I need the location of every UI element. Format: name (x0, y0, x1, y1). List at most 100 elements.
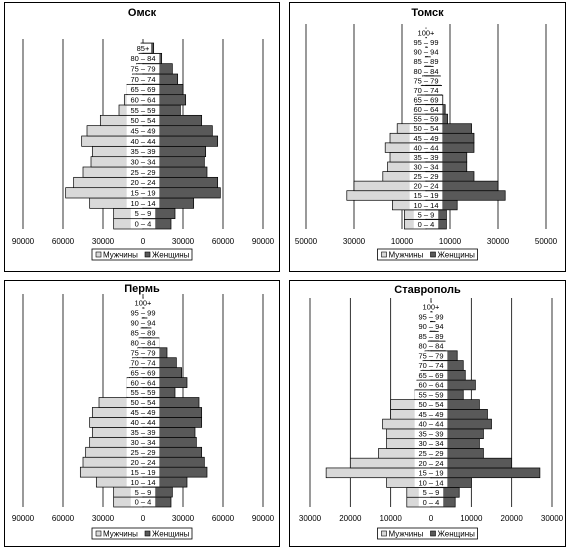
x-tick-label: 30000 (92, 514, 115, 523)
category-label: 50 – 54 (130, 116, 155, 125)
category-label-bg (126, 338, 160, 348)
category-label-bg (414, 409, 448, 419)
category-label-bg (126, 427, 160, 437)
x-tick-label: 10000 (460, 514, 483, 523)
category-label: 60 – 64 (418, 381, 443, 390)
category-label-bg (414, 351, 448, 360)
category-label: 75 – 79 (130, 348, 155, 357)
category-label-bg (126, 467, 160, 477)
chart-title: Томск (411, 7, 444, 19)
panel-perm: Пермь 90000 60000 30000 0 30000 60000 90000 0 – … (4, 280, 280, 547)
x-tick-label: 10000 (391, 237, 414, 246)
category-label-bg (126, 74, 160, 84)
category-label-bg (413, 220, 439, 229)
category-label-bg (409, 76, 443, 85)
category-label-bg (409, 95, 443, 104)
x-tick-label: 90000 (12, 514, 35, 523)
category-label-bg (126, 378, 160, 387)
category-label: 85+ (137, 44, 150, 53)
category-label: 80 – 84 (130, 54, 155, 63)
category-label: 10 – 14 (130, 478, 155, 487)
category-label: 30 – 34 (130, 158, 155, 167)
x-tick-label: 20000 (501, 514, 524, 523)
legend-box (377, 248, 478, 261)
legend-swatch-male (381, 251, 387, 258)
category-label: 15 – 19 (130, 189, 155, 198)
category-label: 0 – 4 (135, 498, 152, 507)
category-label: 0 – 4 (135, 220, 152, 229)
category-label: 75 – 79 (130, 65, 155, 74)
category-label: 0 – 4 (423, 498, 440, 507)
category-label-bg (414, 361, 448, 370)
legend-label-female: Женщины (438, 530, 476, 539)
category-label-bg (414, 449, 448, 458)
category-label-bg (414, 468, 448, 478)
x-tick-label: 60000 (212, 237, 235, 246)
category-label-bg (130, 497, 156, 507)
category-label-bg (414, 458, 448, 468)
category-label: 5 – 9 (423, 488, 440, 497)
category-label-bg (126, 136, 160, 146)
x-tick-label: 30000 (487, 237, 510, 246)
legend: Мужчины Женщины (377, 527, 478, 540)
category-label-bg (414, 478, 448, 487)
legend-swatch-female (144, 251, 151, 258)
category-label-bg (414, 390, 448, 400)
category-label-bg (130, 487, 156, 497)
category-label-bg (409, 38, 443, 47)
category-label: 85 – 89 (418, 332, 443, 341)
category-label: 55 – 59 (418, 390, 443, 399)
pyramid-omsk: Омск 90000 60000 30000 0 30000 60000 90000 0 – 4… (12, 7, 275, 261)
panel-tomsk: Томск 50000 30000 10000 10000 30000 50000 0 – 4… (289, 2, 566, 272)
panel-stavropol: Ставрополь 30000 20000 10000 0 10000 20000 3000… (289, 280, 566, 547)
legend-label-female: Женщины (152, 251, 190, 260)
category-label: 75 – 79 (418, 351, 443, 360)
legend-label-female: Женщины (152, 530, 190, 539)
category-label-bg (126, 177, 160, 188)
category-label-bg (414, 370, 448, 380)
category-label-bg (126, 457, 160, 467)
category-label: 45 – 49 (418, 410, 443, 419)
category-label-bg (409, 172, 443, 181)
category-label: 70 – 74 (130, 358, 155, 367)
category-label: 70 – 74 (418, 361, 443, 370)
category-label: 15 – 19 (418, 469, 443, 478)
category-label: 90 – 94 (413, 48, 438, 57)
category-label: 85 – 89 (413, 57, 438, 66)
category-label-bg (126, 167, 160, 177)
category-label: 65 – 69 (418, 371, 443, 380)
category-label-bg (420, 302, 442, 312)
category-label-bg (130, 208, 156, 219)
category-label: 95 – 99 (418, 312, 443, 321)
category-label-bg (126, 64, 160, 74)
category-label-bg (126, 358, 160, 368)
category-label: 45 – 49 (130, 127, 155, 136)
category-label: 30 – 34 (413, 162, 438, 171)
category-label-bg (126, 477, 160, 487)
legend-swatch-female (144, 530, 151, 537)
category-label-bg (126, 126, 160, 136)
legend-label-male: Мужчины (389, 251, 424, 260)
chart-title: Омск (128, 7, 157, 19)
category-label-bg (414, 341, 448, 351)
legend-label-male: Мужчины (103, 251, 138, 260)
x-tick-label: 30000 (299, 514, 322, 523)
category-label-bg (126, 348, 160, 358)
category-label: 80 – 84 (130, 338, 155, 347)
category-label-bg (126, 53, 160, 64)
legend-swatch-male (381, 530, 387, 537)
category-label-bg (418, 488, 444, 497)
x-tick-label: 0 (429, 514, 434, 523)
category-label: 40 – 44 (418, 420, 443, 429)
category-label: 80 – 84 (413, 67, 438, 76)
category-label: 25 – 29 (130, 168, 155, 177)
x-tick-label: 90000 (252, 237, 275, 246)
category-label: 55 – 59 (413, 115, 438, 124)
x-tick-label: 10000 (380, 514, 403, 523)
category-label-bg (414, 322, 448, 331)
category-label-bg (409, 153, 443, 162)
legend-box (91, 527, 193, 540)
legend-swatch-female (430, 251, 436, 258)
category-label: 90 – 94 (130, 319, 155, 328)
category-label: 35 – 39 (413, 153, 438, 162)
